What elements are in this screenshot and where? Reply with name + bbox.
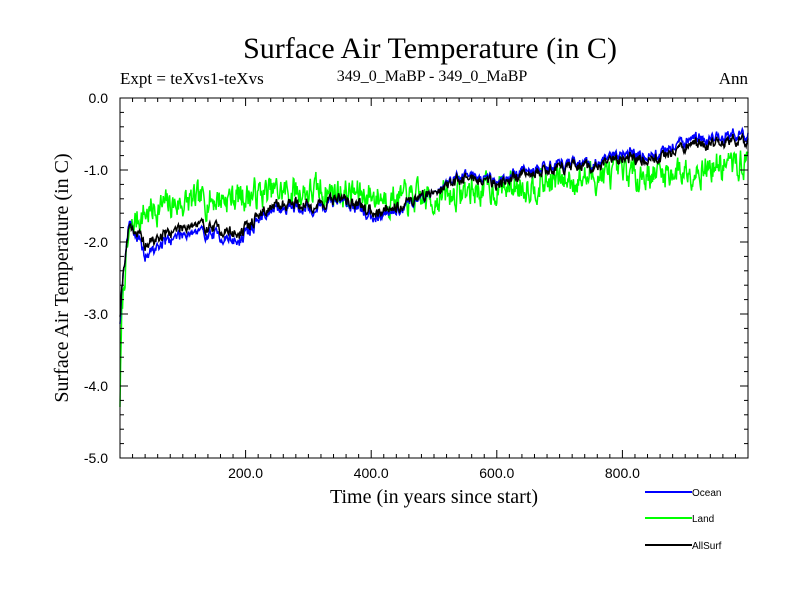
experiment-label: Expt = teXvs1-teXvs — [120, 69, 264, 88]
y-tick-label: 0.0 — [89, 90, 109, 106]
y-tick-label: -4.0 — [84, 378, 108, 394]
plot-frame — [119, 97, 749, 459]
y-tick-label: -5.0 — [84, 450, 108, 466]
y-tick-label: -1.0 — [84, 162, 108, 178]
chart-title: Surface Air Temperature (in C) — [243, 32, 617, 65]
legend-label-allsurf: AllSurf — [692, 541, 722, 552]
season-label: Ann — [719, 69, 749, 88]
x-tick-label: 200.0 — [228, 465, 263, 481]
series-layer — [119, 126, 749, 408]
legend-label-ocean: Ocean — [692, 488, 721, 499]
period-label: 349_0_MaBP - 349_0_MaBP — [337, 68, 528, 85]
y-tick-label: -3.0 — [84, 306, 108, 322]
x-tick-label: 600.0 — [479, 465, 514, 481]
x-axis-label: Time (in years since start) — [330, 486, 538, 508]
y-axis-label: Surface Air Temperature (in C) — [51, 153, 73, 402]
x-tick-label: 800.0 — [605, 465, 640, 481]
labels-layer: 200.0 400.0 600.0 800.0 0.0 -1.0 -2.0 -3.0 -4.0 -… — [84, 90, 640, 481]
legend: Ocean Land AllSurf — [645, 488, 722, 552]
x-tick-label: 400.0 — [354, 465, 389, 481]
series-line-allsurf — [119, 132, 749, 317]
ticks-layer — [120, 97, 748, 459]
legend-label-land: Land — [692, 514, 714, 525]
y-tick-label: -2.0 — [84, 234, 108, 250]
series-line-land — [119, 150, 749, 408]
